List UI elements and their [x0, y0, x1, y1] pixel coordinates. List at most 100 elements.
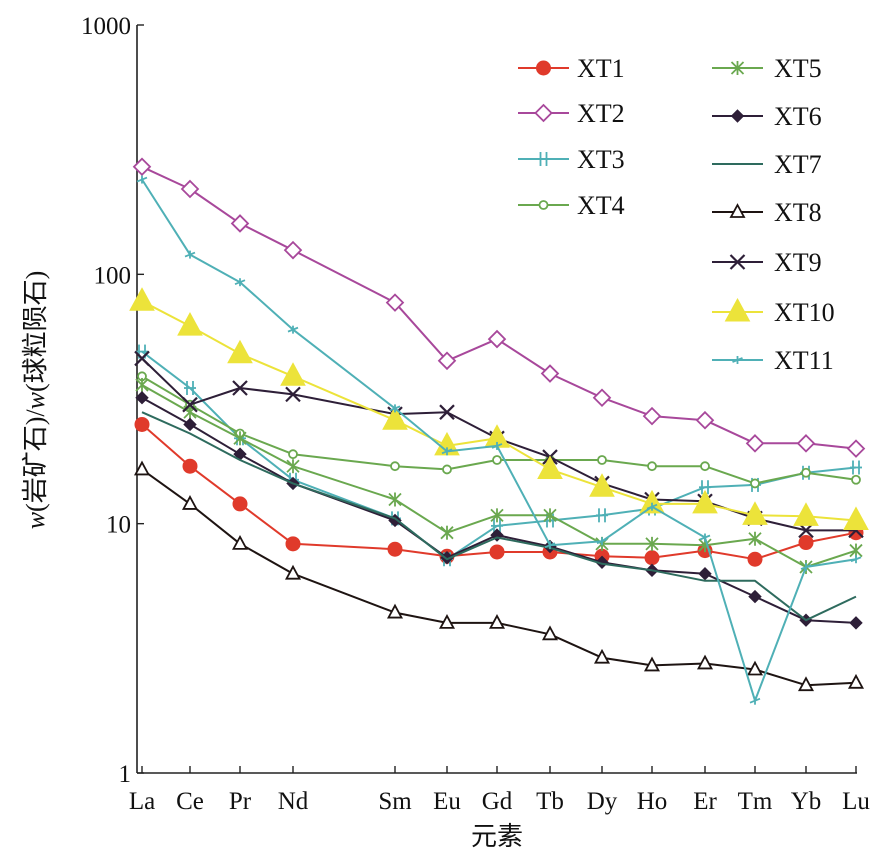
- data-point: [593, 648, 611, 664]
- data-point: [800, 563, 812, 572]
- data-point: [596, 537, 608, 546]
- data-point: [438, 613, 456, 629]
- x-tick-label: Er: [693, 788, 717, 815]
- x-tick-label: Tb: [536, 788, 564, 815]
- data-point: [285, 386, 301, 403]
- data-point: [540, 364, 560, 383]
- y-tick-label: 100: [94, 262, 132, 289]
- data-point: [645, 536, 659, 551]
- data-point: [388, 492, 402, 507]
- data-point: [390, 461, 400, 472]
- data-point: [232, 380, 248, 396]
- axes: [136, 25, 857, 774]
- data-point: [695, 410, 715, 430]
- legend-entry: XT1: [518, 54, 625, 83]
- data-point: [639, 489, 665, 514]
- x-tick-label: Ce: [176, 788, 204, 815]
- data-point: [285, 536, 301, 552]
- data-point: [699, 480, 711, 495]
- data-point: [742, 501, 768, 525]
- series-line-xt1: [141, 423, 857, 561]
- x-tick-label: Yb: [791, 788, 822, 815]
- x-tick-label: La: [129, 788, 155, 815]
- series-xt8: [133, 460, 865, 692]
- data-point: [749, 696, 761, 705]
- data-point: [543, 508, 557, 523]
- data-point: [748, 531, 762, 546]
- data-point: [747, 551, 763, 567]
- series-layer: [129, 157, 869, 705]
- legend-label: XT6: [774, 102, 822, 131]
- data-point: [181, 495, 199, 510]
- x-ticks: La Ce Pr Nd Sm Eu Gd Tb Dy Ho Er Tm Yb Lu: [129, 766, 870, 815]
- legend-entry: XT6: [712, 102, 822, 131]
- legend-label: XT5: [774, 54, 822, 83]
- data-point: [750, 478, 760, 489]
- data-point: [647, 461, 657, 472]
- data-point: [134, 416, 150, 432]
- series-xt11: [136, 175, 862, 705]
- data-point: [136, 175, 148, 184]
- series-line-xt11: [141, 178, 857, 702]
- data-point: [386, 603, 404, 619]
- data-point: [440, 525, 454, 540]
- legend-entry: XT9: [712, 248, 822, 277]
- legend-swatch-marker: [732, 356, 743, 364]
- series-line-xt2: [141, 165, 857, 450]
- y-ticks: 1 10 100 1000: [81, 13, 144, 788]
- legend-entry: XT10: [712, 297, 835, 327]
- y-axis-title: w(岩矿石)/w(球粒陨石): [21, 271, 50, 530]
- legend-swatch-marker: [730, 61, 745, 75]
- legend: XT1 XT2 XT3 XT4 XT5 XT6 XT7 XT8 XT9 XT10 XT11: [518, 54, 835, 375]
- data-point: [801, 467, 811, 478]
- series-line-xt9: [141, 357, 856, 532]
- legend-swatch-marker: [534, 103, 553, 123]
- legend-label: XT8: [774, 198, 822, 227]
- data-point: [382, 406, 408, 430]
- legend-label: XT1: [577, 54, 625, 83]
- data-point: [644, 550, 660, 566]
- data-point: [489, 544, 505, 560]
- data-point: [234, 278, 246, 287]
- data-point: [287, 325, 299, 334]
- legend-entry: XT8: [712, 198, 822, 227]
- data-point: [441, 447, 453, 456]
- legend-label: XT4: [577, 191, 625, 220]
- y-axis-title-part: (球粒陨石): [21, 271, 50, 392]
- data-point: [642, 406, 662, 426]
- data-point: [491, 441, 503, 450]
- x-tick-label: Gd: [482, 788, 513, 815]
- series-xt10: [129, 287, 869, 530]
- data-point: [700, 461, 710, 472]
- data-point: [745, 434, 765, 453]
- legend-entry: XT11: [712, 346, 834, 375]
- data-point: [231, 534, 249, 550]
- series-line-xt8: [141, 468, 857, 687]
- data-point: [184, 381, 196, 396]
- data-point: [184, 250, 196, 259]
- legend-label: XT11: [774, 346, 834, 375]
- data-point: [589, 473, 615, 497]
- data-point: [180, 179, 200, 199]
- data-point: [132, 157, 152, 177]
- data-point: [597, 455, 607, 465]
- data-point: [182, 396, 198, 413]
- data-point: [490, 508, 504, 523]
- data-point: [646, 502, 658, 511]
- data-point: [284, 564, 302, 580]
- legend-swatch-marker: [538, 200, 549, 210]
- series-line-xt5: [141, 384, 857, 568]
- data-point: [286, 459, 300, 474]
- x-tick-label: Pr: [229, 788, 252, 815]
- legend-label: XT3: [577, 145, 625, 174]
- series-line-xt4: [141, 375, 857, 485]
- data-point: [850, 460, 862, 475]
- data-point: [389, 404, 401, 413]
- data-point: [698, 566, 712, 581]
- series-line-xt3: [141, 350, 857, 561]
- data-point: [283, 240, 303, 260]
- x-tick-label: Sm: [378, 788, 412, 815]
- data-point: [846, 439, 866, 458]
